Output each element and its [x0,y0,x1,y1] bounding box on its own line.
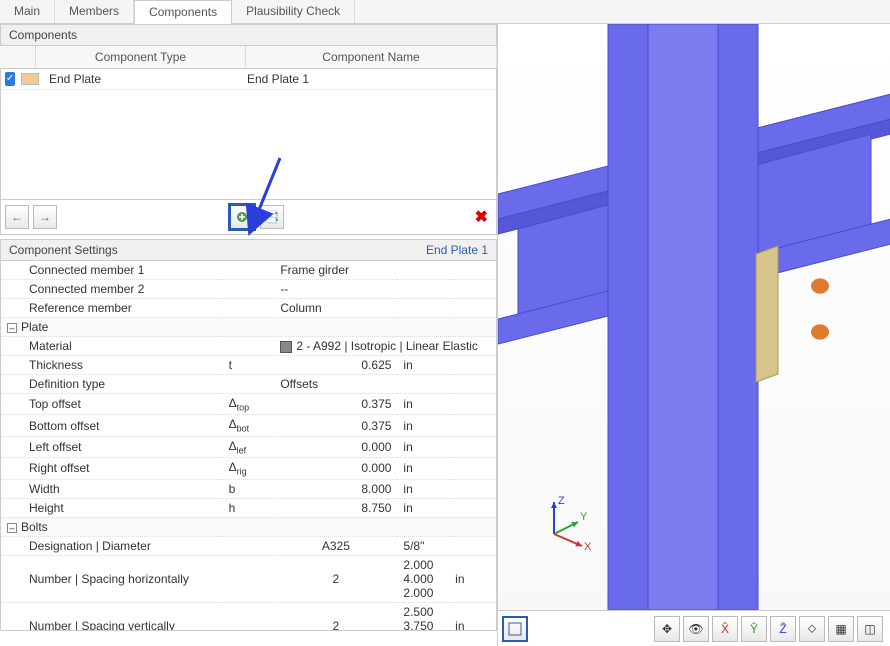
view-display-button[interactable]: ▦ [828,616,854,642]
prop-value[interactable]: 2 - A992 | Isotropic | Linear Elastic [274,337,496,356]
prop-symbol: Δrig [223,458,275,479]
group-label: Bolts [21,520,48,534]
prop-symbol: Δbot [223,415,275,436]
prop-label: Definition type [1,375,223,394]
collapse-icon[interactable]: – [7,523,17,533]
prop-label: Designation | Diameter [1,536,223,555]
prop-label: Number | Spacing vertically [1,602,223,631]
prop-value[interactable]: Offsets [274,375,496,394]
tab-members[interactable]: Members [55,0,134,23]
prop-value[interactable]: -- [274,280,496,299]
3d-viewport[interactable]: Z X Y [498,24,890,610]
settings-subtitle: End Plate 1 [426,243,488,257]
group-label: Plate [21,320,48,334]
tab-bar: Main Members Components Plausibility Che… [0,0,890,24]
prop-label: Top offset [1,394,223,415]
components-panel-header: Components [0,24,497,46]
3d-viewport-pane: Z X Y ✥ 👁 X̂ Ŷ Ẑ ⬦ ▦ ◫ [497,24,890,646]
view-z-button[interactable]: Ẑ [770,616,796,642]
prop-value[interactable]: 8.000 [274,479,397,498]
prop-label: Material [1,337,223,356]
properties-table: Connected member 1 Frame girder Connected… [1,261,496,631]
prop-unit: in [449,602,496,631]
row-name: End Plate 1 [239,69,496,89]
components-title: Components [9,28,77,42]
view-iso-button[interactable]: ⬦ [799,616,825,642]
prop-symbol: Δtop [223,394,275,415]
prop-label: Width [1,479,223,498]
components-grid-header: Component Type Component Name [0,46,497,69]
prop-value[interactable]: Column [274,299,496,318]
svg-text:X: X [584,541,592,553]
prop-value[interactable]: 0.375 [274,415,397,436]
delete-button[interactable]: ✖ [475,207,488,227]
axis-gizmo[interactable]: Z X Y [534,494,594,554]
move-left-button[interactable] [5,205,29,229]
move-right-button[interactable] [33,205,57,229]
prop-value[interactable]: Frame girder [274,261,496,280]
prop-unit: in [397,436,449,457]
material-swatch-icon [280,341,292,353]
tab-components[interactable]: Components [134,0,232,24]
col-type: Component Type [36,46,246,68]
view-toolbar: ✥ 👁 X̂ Ŷ Ẑ ⬦ ▦ ◫ [498,610,890,646]
prop-symbol: b [223,479,275,498]
svg-text:Y: Y [580,511,588,523]
prop-unit: in [397,394,449,415]
component-row[interactable]: ✓ End Plate End Plate 1 [1,69,496,90]
prop-label: Bottom offset [1,415,223,436]
prop-value[interactable]: 0.375 [274,394,397,415]
tab-main[interactable]: Main [0,0,55,23]
components-grid-body: ✓ End Plate End Plate 1 [0,69,497,199]
prop-unit: in [397,356,449,375]
component-color-swatch [21,73,39,85]
svg-text:Z: Z [558,495,565,507]
prop-symbol: Δlef [223,436,275,457]
add-component-button[interactable] [228,203,256,231]
prop-unit: in [397,498,449,517]
prop-value[interactable]: 2 [274,555,397,602]
prop-label: Reference member [1,299,223,318]
prop-unit: in [397,415,449,436]
view-x-button[interactable]: X̂ [712,616,738,642]
prop-label: Connected member 1 [1,261,223,280]
prop-label: Connected member 2 [1,280,223,299]
prop-symbol: h [223,498,275,517]
prop-label: Thickness [1,356,223,375]
prop-value[interactable]: 2.000 4.000 2.000 [397,555,449,602]
view-visibility-button[interactable]: 👁 [683,616,709,642]
prop-symbol: t [223,356,275,375]
view-box-button[interactable]: ◫ [857,616,883,642]
prop-unit: in [397,458,449,479]
view-select-button[interactable] [502,616,528,642]
tab-plausibility[interactable]: Plausibility Check [232,0,355,23]
prop-label: Right offset [1,458,223,479]
prop-value[interactable]: 2.500 3.750 2.500 [397,602,449,631]
prop-label: Left offset [1,436,223,457]
prop-label: Number | Spacing horizontally [1,555,223,602]
prop-unit: in [449,555,496,602]
components-toolbar: ✖ [0,199,497,235]
settings-title: Component Settings [9,243,118,257]
view-navigate-button[interactable]: ✥ [654,616,680,642]
library-button[interactable] [260,205,284,229]
view-y-button[interactable]: Ŷ [741,616,767,642]
settings-panel-header: Component Settings End Plate 1 [0,239,497,261]
row-type: End Plate [41,69,239,89]
prop-label: Height [1,498,223,517]
prop-value[interactable]: A325 [274,536,397,555]
settings-body: Connected member 1 Frame girder Connected… [0,261,497,631]
prop-unit: in [397,479,449,498]
collapse-icon[interactable]: – [7,323,17,333]
prop-value[interactable]: 0.000 [274,436,397,457]
prop-value[interactable]: 0.000 [274,458,397,479]
prop-value[interactable]: 5/8" [397,536,496,555]
prop-value[interactable]: 8.750 [274,498,397,517]
row-checkbox[interactable]: ✓ [5,72,15,86]
prop-value[interactable]: 0.625 [274,356,397,375]
prop-value[interactable]: 2 [274,602,397,631]
col-name: Component Name [246,46,497,68]
